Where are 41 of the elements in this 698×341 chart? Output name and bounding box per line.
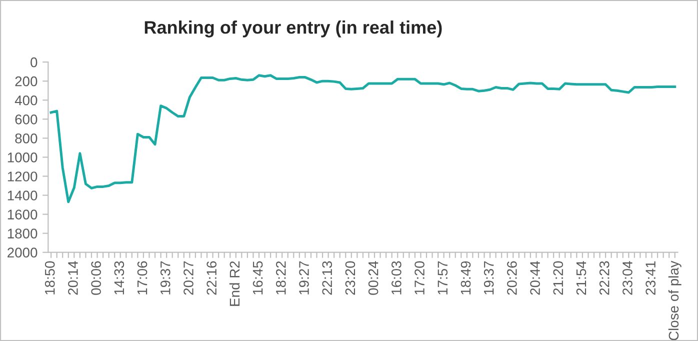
y-tick-label: 200 xyxy=(15,76,38,86)
y-tick-label: 600 xyxy=(15,114,38,124)
y-tick-label: 1600 xyxy=(8,210,38,220)
y-tick-label: 1800 xyxy=(8,228,38,238)
x-tick-label: 00:24 xyxy=(368,261,378,295)
x-tick-label: 23:04 xyxy=(622,261,632,295)
y-tick-label: 1000 xyxy=(8,152,38,162)
x-tick-label: 17:20 xyxy=(414,261,424,294)
x-tick-label: 22:23 xyxy=(599,261,610,295)
x-tick-label: 21:20 xyxy=(553,261,564,295)
x-tick-label: 18:49 xyxy=(460,261,471,294)
x-tick-label: 20:26 xyxy=(507,261,517,295)
x-tick-label: 17:57 xyxy=(438,261,448,294)
x-tick-label: 19:27 xyxy=(299,261,309,294)
chart-title: Ranking of your entry (in real time) xyxy=(144,20,442,38)
y-tick-label: 2000 xyxy=(8,248,38,258)
x-tick-label: 17:06 xyxy=(137,261,148,294)
x-tick-label: 14:33 xyxy=(114,261,124,294)
y-tick-label: 1200 xyxy=(8,172,38,182)
x-tick-label: 19:37 xyxy=(484,261,494,294)
y-tick-label: 1400 xyxy=(8,190,38,200)
x-tick-label: 20:14 xyxy=(68,261,78,295)
x-tick-label: End R2 xyxy=(229,261,240,306)
x-tick-label: 23:20 xyxy=(345,261,356,295)
x-tick-label: 22:13 xyxy=(322,261,332,295)
x-tick-label: 19:37 xyxy=(160,261,170,294)
x-tick-label: 00:06 xyxy=(91,261,101,295)
x-tick-label: 20:27 xyxy=(184,261,194,295)
x-tick-label: Close of play xyxy=(668,260,682,340)
y-tick-label: 0 xyxy=(30,57,38,68)
x-tick-label: 20:44 xyxy=(530,261,540,295)
x-tick-label: 16:45 xyxy=(252,261,263,294)
x-tick-label: 18:22 xyxy=(276,261,286,294)
x-tick-label: 21:54 xyxy=(576,261,586,295)
y-tick-label: 800 xyxy=(15,134,38,144)
y-tick-label: 400 xyxy=(14,95,38,106)
x-tick-label: 16:03 xyxy=(392,261,402,294)
x-tick-label: 23:41 xyxy=(646,261,656,295)
line-series xyxy=(50,74,676,204)
x-tick-label: 22:16 xyxy=(206,261,217,295)
x-tick-label: 18:50 xyxy=(44,261,55,294)
